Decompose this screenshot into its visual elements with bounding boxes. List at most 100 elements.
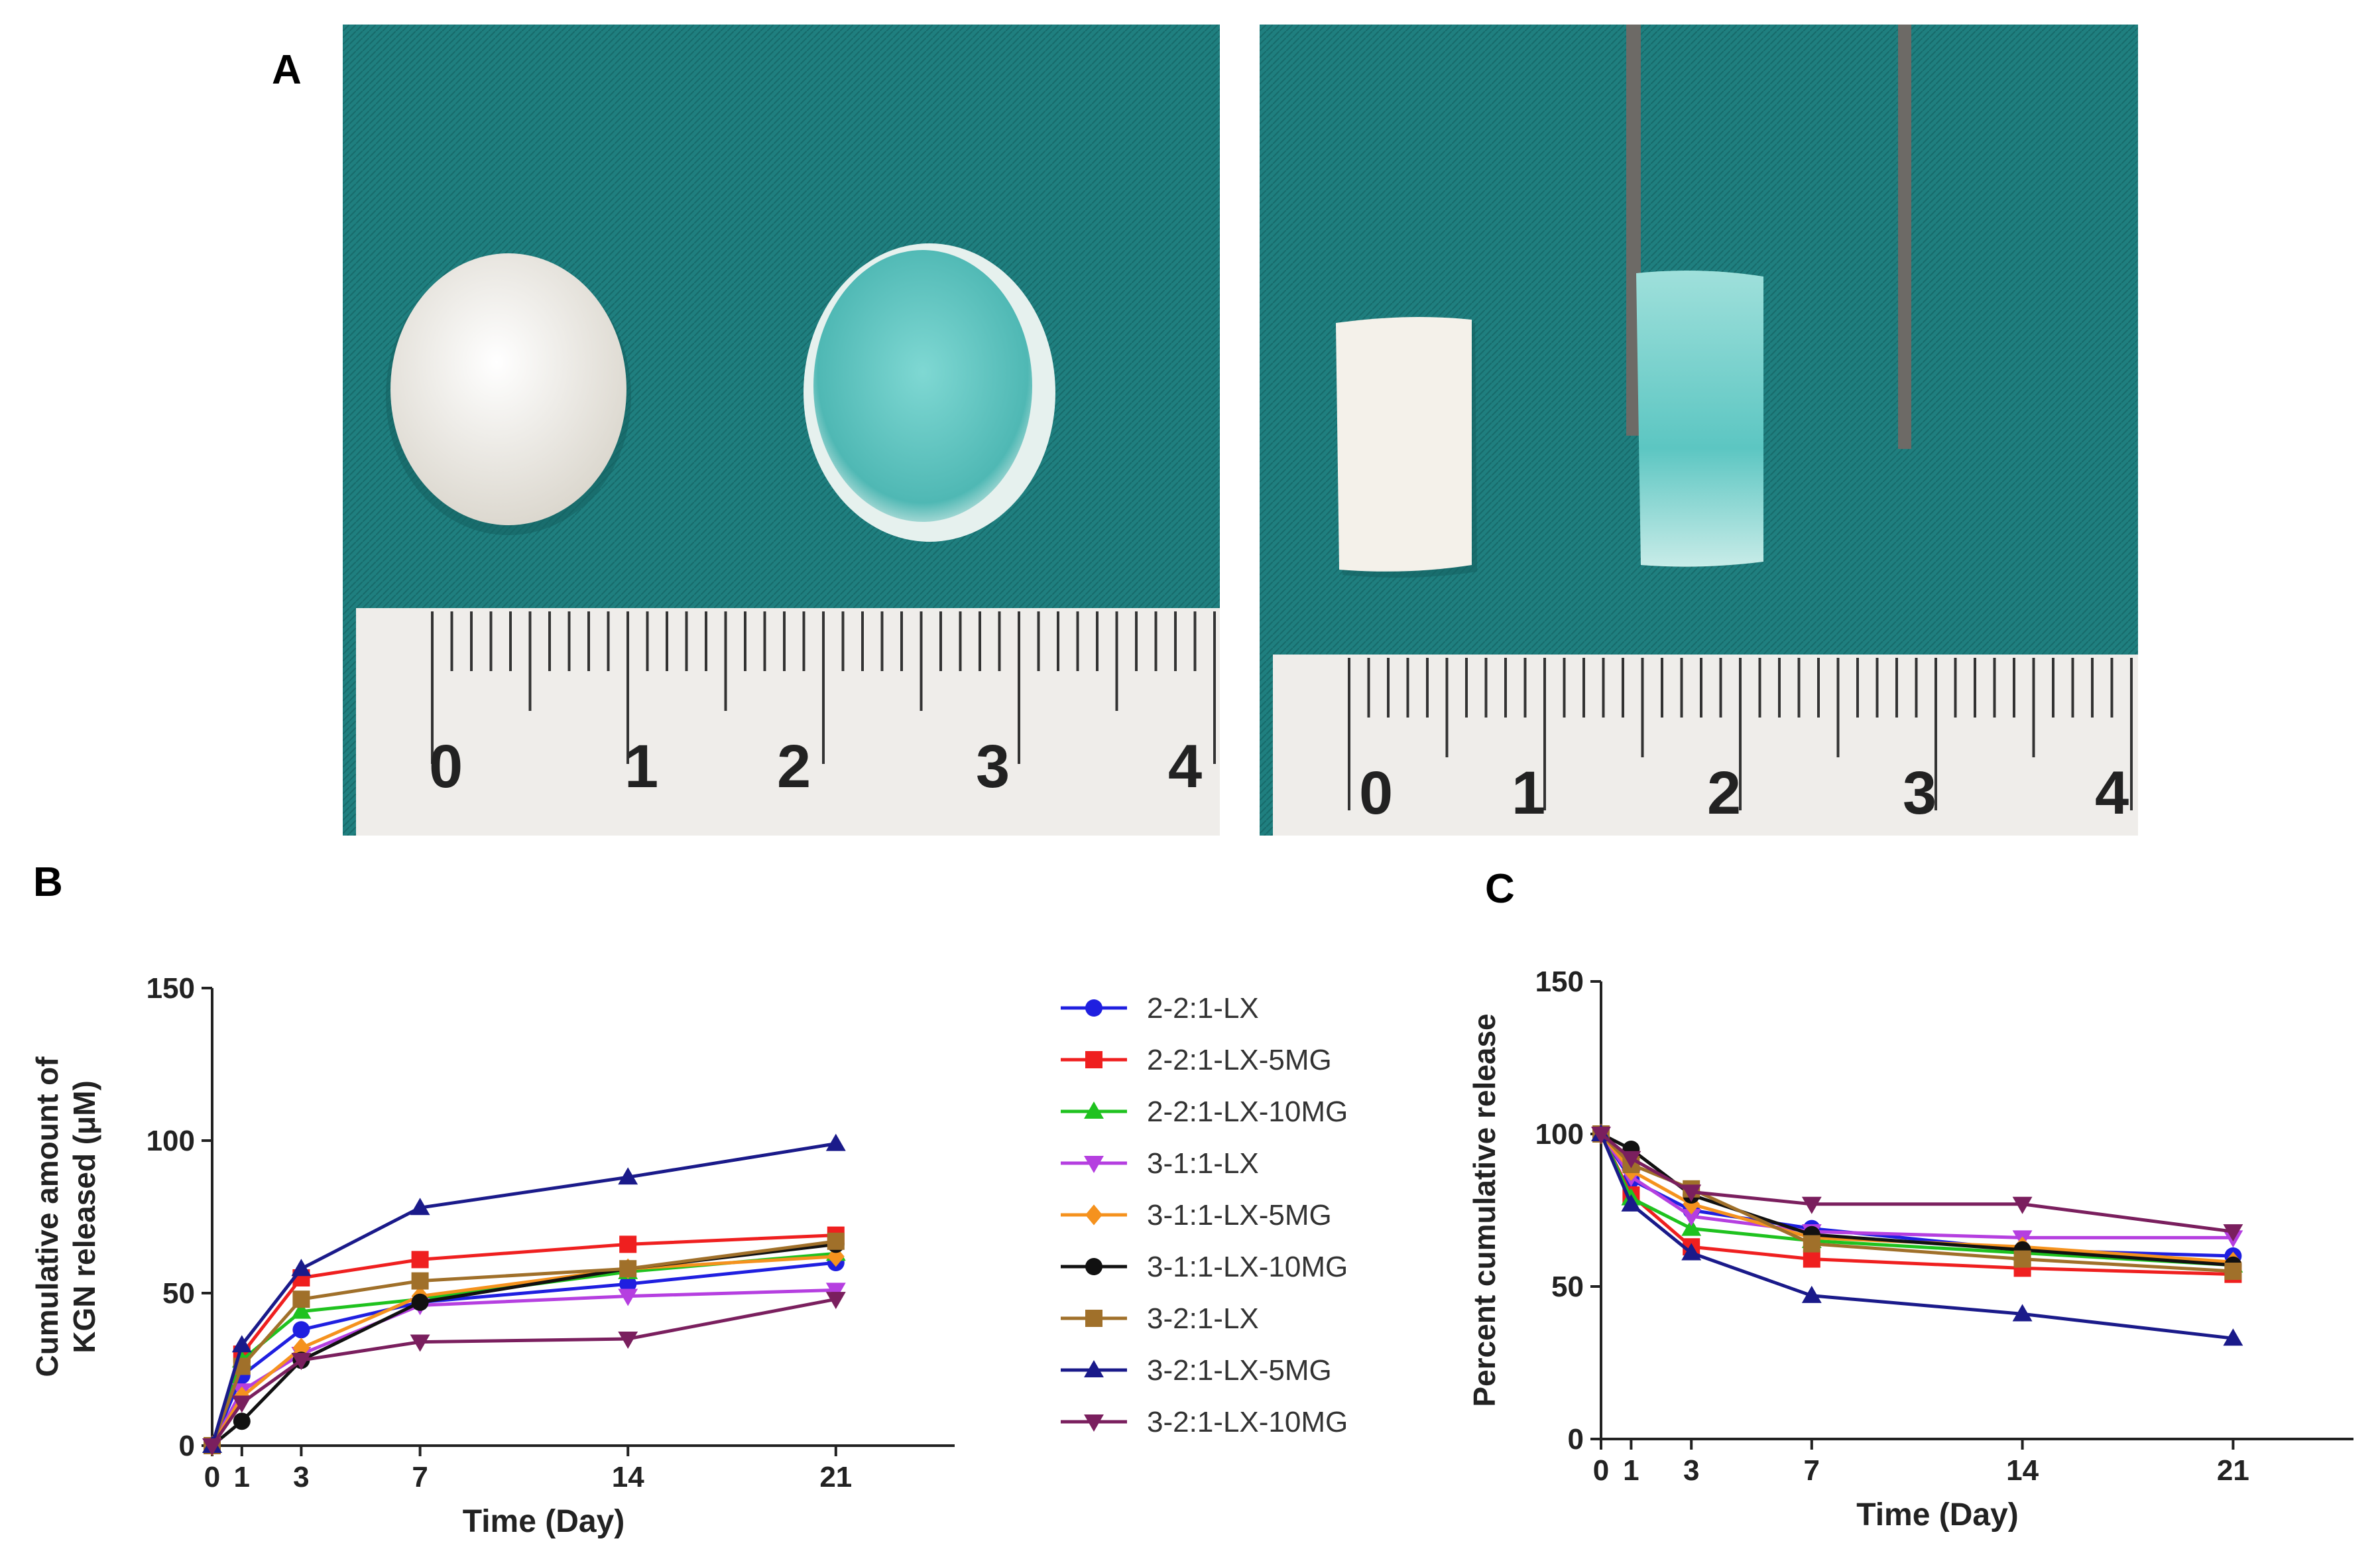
data-point bbox=[825, 1283, 846, 1300]
data-point bbox=[619, 1260, 637, 1278]
data-point bbox=[291, 1301, 312, 1319]
ruler-number: 3 bbox=[976, 733, 1010, 800]
data-point bbox=[411, 1251, 429, 1269]
legend-marker bbox=[1084, 1155, 1104, 1173]
y-tick-label: 100 bbox=[1535, 1118, 1584, 1151]
data-point bbox=[1801, 1285, 1822, 1303]
data-point bbox=[825, 1292, 846, 1310]
series-line bbox=[210, 1142, 837, 1446]
scaffold-disc bbox=[390, 253, 626, 525]
x-tick-label: 3 bbox=[293, 1461, 309, 1493]
ruler-number: 4 bbox=[1168, 733, 1202, 800]
legend-entry: 2-2:1-LX bbox=[1061, 992, 1259, 1025]
ruler-number: 4 bbox=[2095, 759, 2129, 827]
hydrogel-cylinder bbox=[1636, 271, 1763, 567]
data-point bbox=[1591, 1126, 1611, 1144]
ruler: 0 1 2 3 4 bbox=[1273, 655, 2138, 836]
y-tick-label: 150 bbox=[1535, 966, 1584, 998]
legend-label: 2-2:1-LX bbox=[1147, 992, 1259, 1025]
y-axis-label: Cumulative amount of bbox=[30, 1056, 64, 1377]
data-point bbox=[827, 1246, 845, 1267]
legend-entry: 3-2:1-LX bbox=[1061, 1302, 1259, 1335]
series-3-2:1-LX-5MG bbox=[1591, 1124, 2243, 1346]
ruler-number: 2 bbox=[1707, 759, 1741, 827]
ruler-number: 1 bbox=[1512, 759, 1545, 827]
y-tick-label: 0 bbox=[1568, 1423, 1584, 1456]
data-point bbox=[1803, 1250, 1820, 1268]
x-tick-label: 21 bbox=[819, 1461, 852, 1493]
x-tick-label: 7 bbox=[412, 1461, 428, 1493]
legend-marker bbox=[1085, 1310, 1102, 1327]
series-3-2:1-LX-10MG bbox=[202, 1292, 846, 1456]
y-tick-label: 150 bbox=[147, 972, 195, 1005]
y-tick-label: 100 bbox=[147, 1125, 195, 1157]
data-point bbox=[1621, 1194, 1641, 1212]
legend-entry: 3-2:1-LX-10MG bbox=[1061, 1406, 1348, 1438]
series-3-2:1-LX-5MG bbox=[202, 1133, 846, 1454]
scaffold-cylinder bbox=[1336, 317, 1472, 572]
legend-label: 3-1:1-LX-5MG bbox=[1147, 1199, 1332, 1231]
ruler-number: 2 bbox=[777, 733, 811, 800]
series-line bbox=[210, 1239, 837, 1446]
data-point bbox=[292, 1290, 310, 1308]
x-tick-label: 0 bbox=[204, 1461, 220, 1493]
legend-marker bbox=[1085, 1258, 1102, 1275]
data-point bbox=[618, 1288, 638, 1306]
legend-entry: 3-1:1-LX-5MG bbox=[1061, 1199, 1332, 1231]
legend-marker bbox=[1084, 1360, 1104, 1378]
data-point bbox=[1681, 1184, 1702, 1202]
data-point bbox=[291, 1259, 312, 1277]
data-point bbox=[411, 1272, 429, 1290]
data-point bbox=[1621, 1151, 1641, 1168]
legend-label: 2-2:1-LX-10MG bbox=[1147, 1096, 1348, 1128]
y-axis-label: KGN released (μM) bbox=[67, 1080, 101, 1353]
x-tick-label: 0 bbox=[1593, 1454, 1609, 1487]
y-tick-label: 0 bbox=[179, 1430, 195, 1462]
hydrogel-disc bbox=[813, 250, 1032, 522]
data-point bbox=[618, 1331, 638, 1349]
data-point bbox=[825, 1133, 846, 1151]
series-line bbox=[210, 1255, 836, 1447]
data-point bbox=[411, 1293, 429, 1311]
legend-marker bbox=[1084, 1414, 1104, 1432]
legend-label: 3-1:1-LX bbox=[1147, 1147, 1259, 1180]
x-tick-label: 7 bbox=[1804, 1454, 1820, 1487]
x-axis-label: Time (Day) bbox=[1856, 1497, 2019, 1533]
data-point bbox=[410, 1334, 430, 1352]
x-axis-label: Time (Day) bbox=[463, 1504, 625, 1539]
photo-top-view: 0 1 2 3 4 bbox=[343, 25, 1220, 836]
data-point bbox=[827, 1232, 845, 1250]
legend-entry: 3-1:1-LX-10MG bbox=[1061, 1251, 1348, 1283]
legend-entry: 2-2:1-LX-5MG bbox=[1061, 1044, 1332, 1076]
legend-entry: 3-2:1-LX-5MG bbox=[1061, 1354, 1332, 1387]
chart-c: 0 50 100 150 0 1 3 7 14 21 Time (Day) Percent cumul… bbox=[1458, 928, 2380, 1564]
x-tick-label: 3 bbox=[1683, 1454, 1699, 1487]
ruler-number: 0 bbox=[1359, 759, 1393, 827]
data-point bbox=[1801, 1196, 1822, 1214]
legend-entry: 2-2:1-LX-10MG bbox=[1061, 1096, 1348, 1128]
data-point bbox=[2223, 1328, 2243, 1346]
data-point bbox=[619, 1235, 637, 1253]
data-point bbox=[410, 1198, 430, 1216]
y-tick-label: 50 bbox=[1551, 1271, 1584, 1303]
x-tick-label: 21 bbox=[2217, 1454, 2249, 1487]
data-point bbox=[1803, 1235, 1820, 1253]
legend-label: 3-2:1-LX-10MG bbox=[1147, 1406, 1348, 1438]
data-point bbox=[291, 1353, 312, 1371]
ruler-number: 3 bbox=[1903, 759, 1936, 827]
legend-label: 2-2:1-LX-5MG bbox=[1147, 1044, 1332, 1076]
data-point bbox=[202, 1438, 222, 1456]
data-point bbox=[619, 1275, 637, 1293]
x-tick-label: 1 bbox=[1623, 1454, 1639, 1487]
series-3-2:1-LX-10MG bbox=[1591, 1126, 2243, 1242]
y-axis-label: Percent cumulative release bbox=[1467, 1013, 1502, 1407]
data-point bbox=[2012, 1196, 2033, 1214]
tweezer-right bbox=[1898, 25, 1911, 449]
data-point bbox=[1681, 1218, 1702, 1236]
y-tick-label: 50 bbox=[162, 1277, 195, 1310]
data-point bbox=[233, 1412, 251, 1430]
ruler-number: 0 bbox=[429, 733, 463, 800]
panel-label-a: A bbox=[272, 47, 302, 93]
series-line bbox=[1599, 1133, 2233, 1267]
legend-marker bbox=[1085, 999, 1102, 1017]
